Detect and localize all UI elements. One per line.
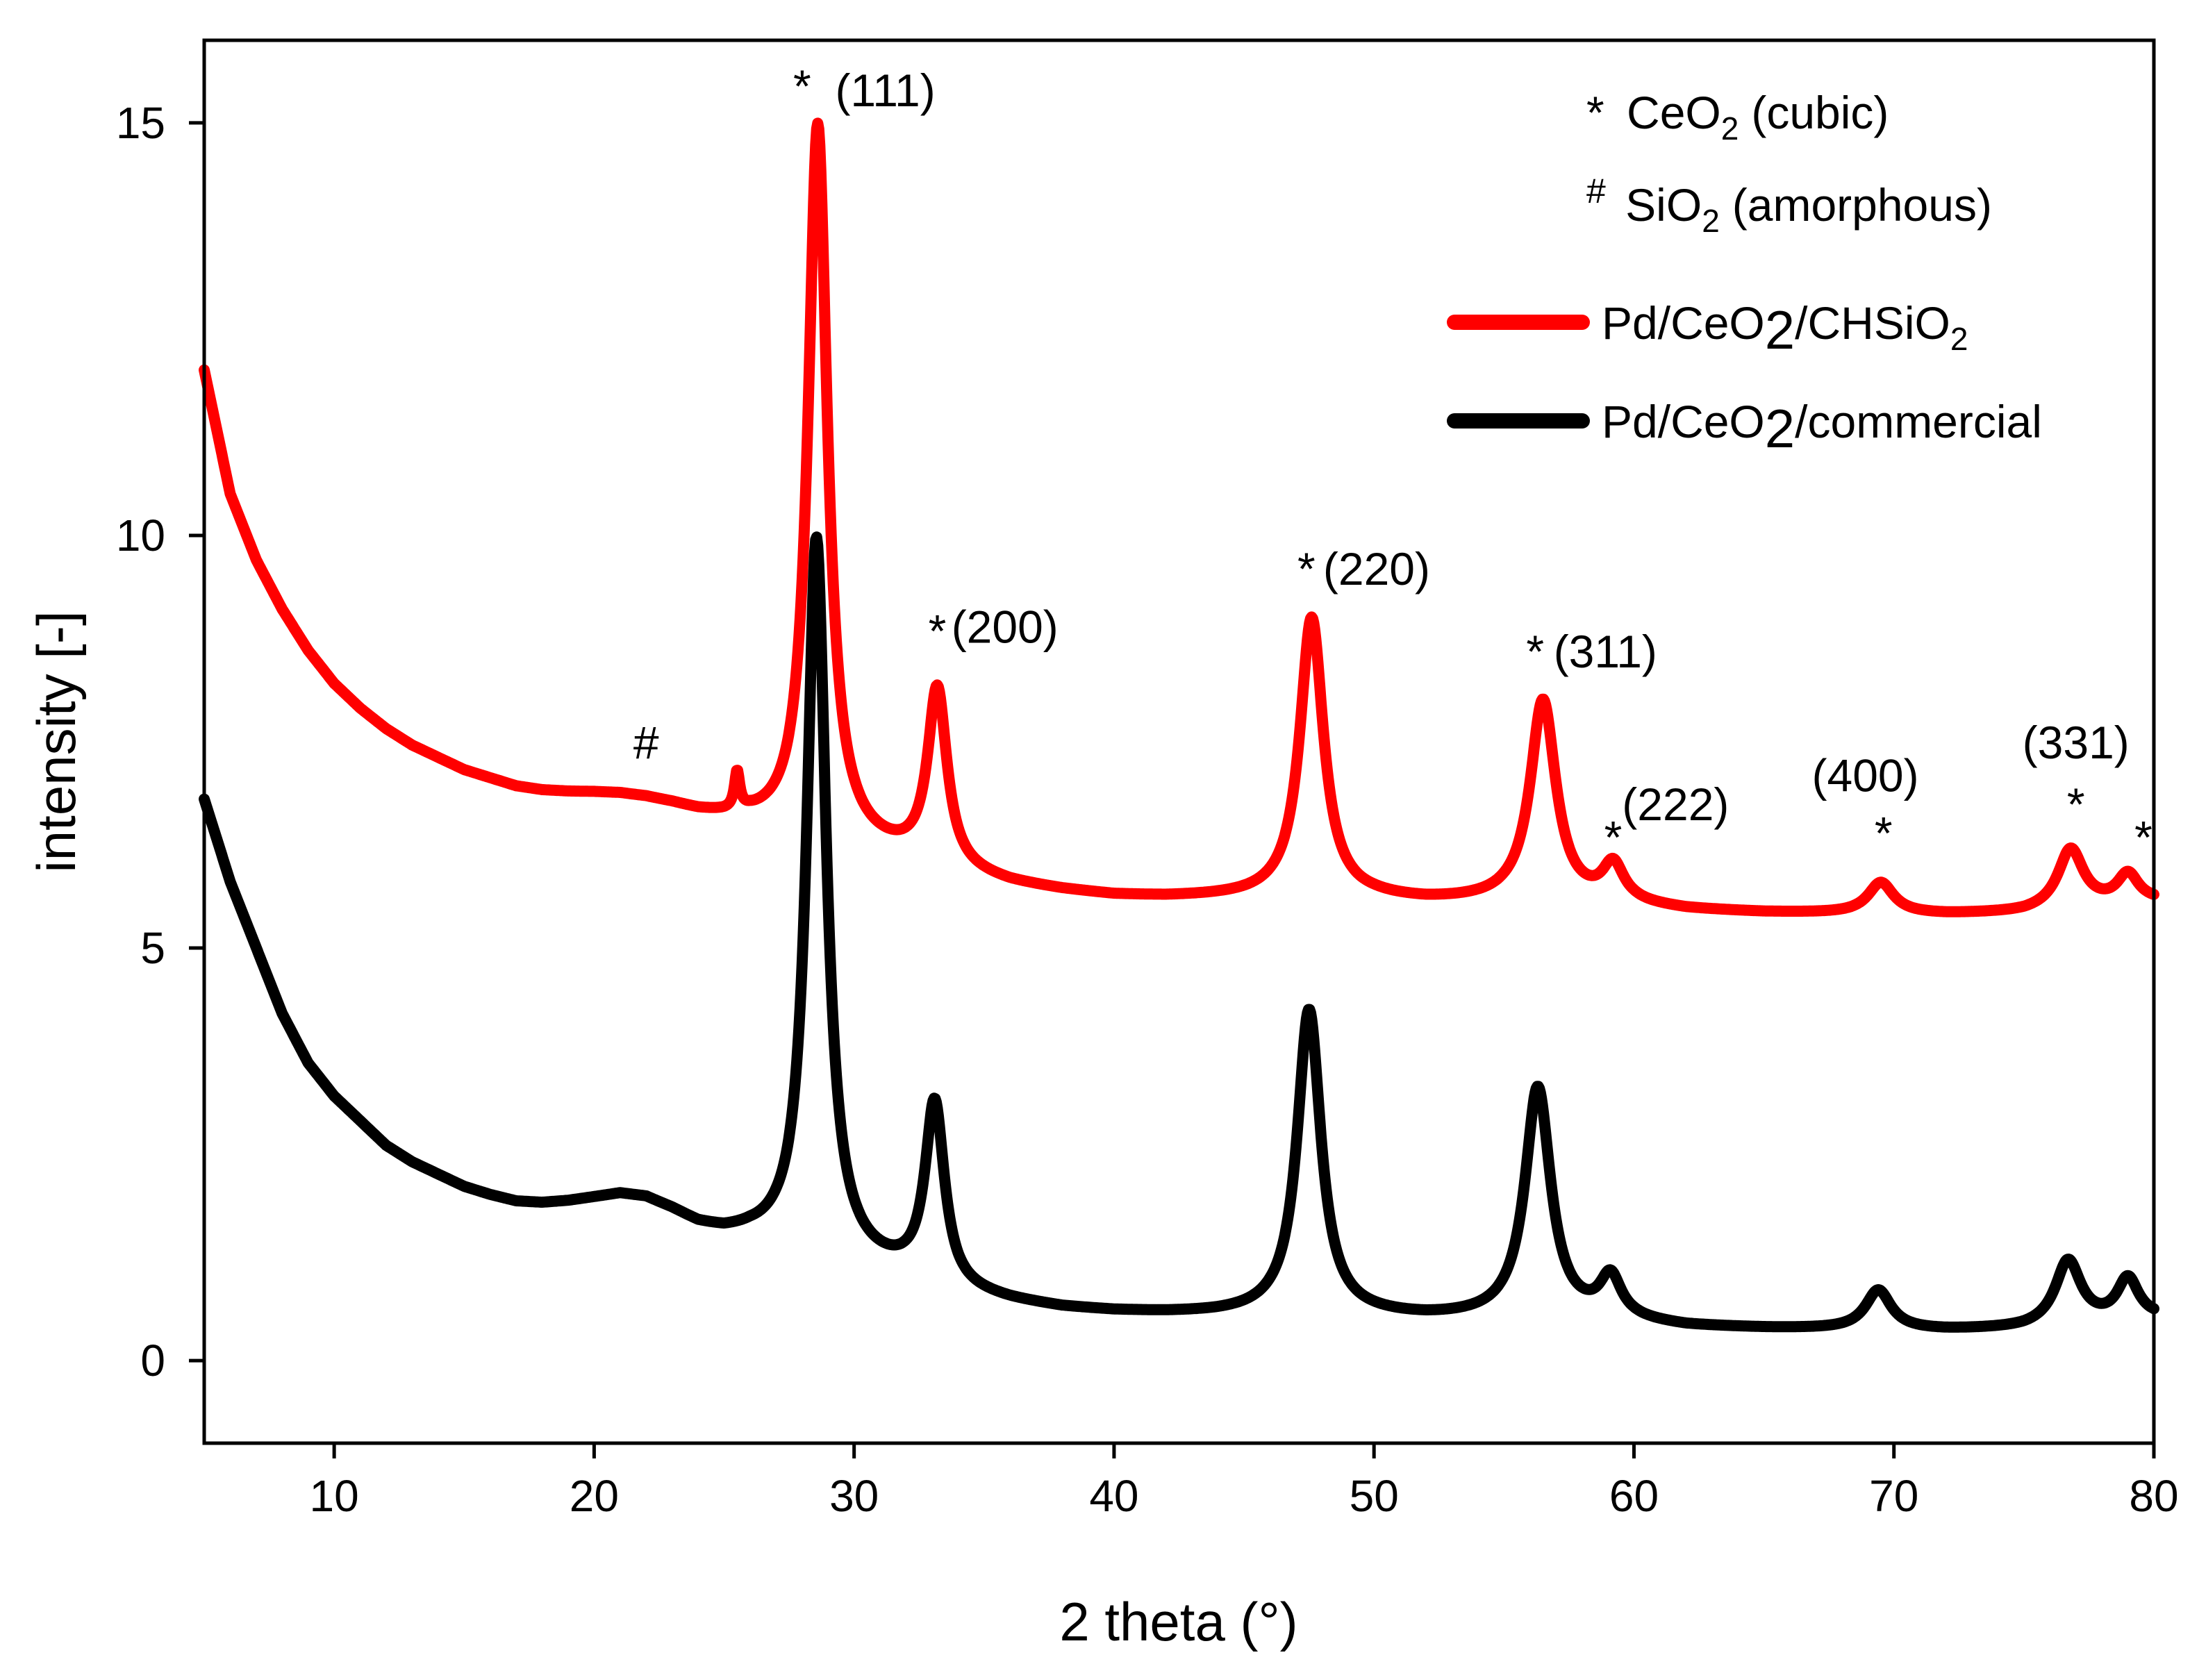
x-tick-label: 70 [1869,1471,1918,1521]
miller-index-label: (311) [1554,626,1657,677]
x-axis-title: 2 theta (°) [1059,1591,1297,1652]
y-tick-label: 10 [116,510,165,560]
x-tick-label: 20 [570,1471,619,1521]
ceo2-peak-marker: * [1875,807,1893,858]
legend-note-sio2-symbol: # [1586,172,1606,210]
legend: * CeO2 (cubic) # SiO2 (amorphous) Pd/CeO2/… [1447,87,2042,459]
ceo2-peak-marker: * [1526,626,1544,677]
ceo2-peak-marker: * [1297,543,1316,594]
legend-note-ceo2-desc: (cubic) [1751,87,1889,138]
miller-index-label: (220) [1323,543,1430,594]
legend-label-black-part2: /commercial [1795,396,2042,447]
ceo2-peak-marker: * [793,60,811,112]
series-line-black [199,531,2159,1333]
ceo2-peak-marker: * [1604,811,1623,863]
series-layer [199,117,2159,1333]
ceo2-peak-marker: * [2067,779,2085,830]
legend-note-sio2-desc: (amorphous) [1732,179,1992,231]
x-tick-label: 40 [1089,1471,1138,1521]
x-tick-label: 30 [829,1471,879,1521]
miller-index-label: (400) [1812,749,1919,801]
series-line-red [199,117,2159,917]
legend-label-red-part2: /CHSiO [1795,297,1950,349]
legend-label-black: Pd/CeO2/commercial [1602,396,2042,459]
miller-index-label: (222) [1622,779,1729,830]
legend-note-ceo2-sub: 2 [1721,110,1739,147]
tick-layer: 10 20 30 40 50 60 70 80 0 5 10 15 [116,98,2179,1521]
miller-index-label: (111) [835,65,935,116]
y-axis-title: intensity [-] [26,610,87,872]
legend-note-sio2-formula: SiO [1625,179,1702,231]
legend-note-ceo2: * CeO2 (cubic) [1586,87,1889,147]
legend-label-black-sub1: 2 [1765,398,1795,459]
x-tick-label: 10 [310,1471,359,1521]
legend-label-red: Pd/CeO2/CHSiO2 [1602,297,1968,360]
ceo2-peak-marker: * [929,605,947,656]
annotation-layer: * (111)* (200)* (220)* (311)#(222)*(400)*(33… [633,60,2152,863]
x-tick-label: 80 [2129,1471,2178,1521]
plot-frame [202,38,2156,1445]
y-tick-label: 5 [140,923,165,973]
legend-note-sio2: # SiO2 (amorphous) [1586,161,1992,239]
miller-index-label: (200) [952,601,1059,652]
x-tick-label: 50 [1350,1471,1399,1521]
legend-label-black-part1: Pd/CeO [1602,396,1765,447]
x-tick-label: 60 [1609,1471,1659,1521]
legend-label-red-sub2: 2 [1950,321,1968,357]
y-tick-label: 15 [116,98,165,148]
legend-label-red-part1: Pd/CeO [1602,297,1765,349]
legend-label-red-sub1: 2 [1765,299,1795,360]
miller-index-label: (331) [2023,717,2130,768]
legend-note-ceo2-symbol: * [1586,87,1604,138]
ceo2-peak-marker: * [2134,811,2152,863]
legend-note-ceo2-formula: CeO [1627,87,1721,138]
y-tick-label: 0 [140,1336,165,1386]
sio2-marker: # [633,717,659,768]
legend-note-sio2-sub: 2 [1702,203,1720,239]
